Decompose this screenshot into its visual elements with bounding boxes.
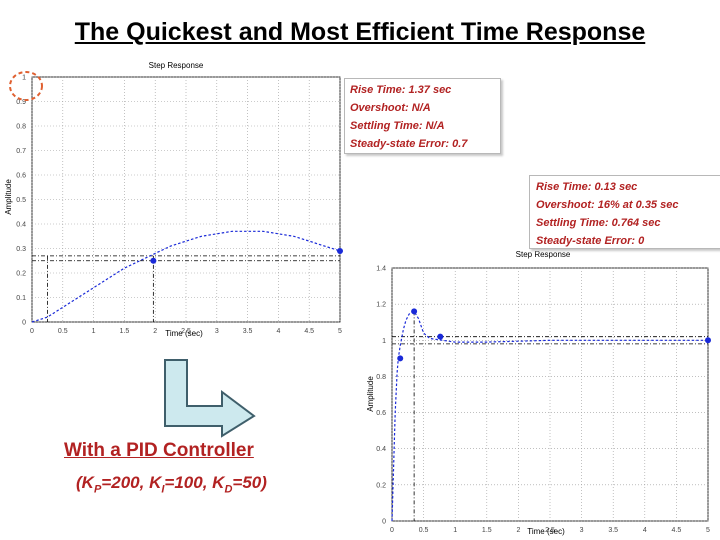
chart-data-marker [150,257,157,264]
x-tick-label: 1 [453,527,457,534]
x-tick-label: 2.5 [545,527,555,534]
y-tick-label: 0.2 [376,482,386,489]
kp-value: 200 [111,473,140,492]
kp-symbol: K [81,473,94,492]
chart-series-line [31,230,341,323]
chart-series-line [391,310,708,522]
ki-subscript: I [161,483,165,496]
x-tick-label: 0.5 [58,328,68,335]
kd-symbol: K [212,473,225,492]
x-tick-label: 0 [30,328,34,335]
y-tick-label: 0.8 [16,124,26,131]
y-tick-label: 0.4 [376,446,386,453]
kp-subscript: P [93,483,102,496]
step-response-plot-uncompensated: 0 0.5 1 1.5 2 2.5 3 3.5 4 4.5 5 0 0.1 0.2 0.3 0.4 0.5 0.6… [0,57,348,340]
x-tick-label: 1.5 [482,527,492,534]
highlight-circle [9,71,43,101]
x-tick-label: 4.5 [672,527,682,534]
y-tick-label: 0.7 [16,148,26,155]
x-tick-label: 5 [706,527,710,534]
y-tick-label: 0.3 [16,246,26,253]
rise-time-text: Rise Time: 0.13 sec [536,181,638,193]
chart-y-axis-label: Amplitude [366,376,375,412]
x-tick-label: 4 [643,527,647,534]
overshoot-text: Overshoot: 16% at 0.35 sec [536,199,679,211]
y-tick-label: 0 [22,320,26,327]
chart-data-marker [705,337,711,344]
y-tick-label: 1.2 [376,302,386,309]
settling-time-text: Settling Time: 0.764 sec [536,217,661,229]
x-tick-label: 3 [215,328,219,335]
x-tick-label: 3.5 [608,527,618,534]
bent-arrow-icon [164,359,256,438]
x-tick-label: 0 [390,527,394,534]
y-tick-label: 0.2 [16,271,26,278]
rise-time-text: Rise Time: 1.37 sec [350,84,452,96]
chart-data-marker [411,308,418,315]
chart-data-marker [337,247,343,254]
steady-state-error-text: Steady-state Error: 0.7 [350,138,468,150]
overshoot-text: Overshoot: N/A [350,102,431,114]
step-response-plot-pid: 0 0.5 1 1.5 2 2.5 3 3.5 4 4.5 5 0 0.2 0.4 0.6 0.8 1 1.2 1.… [353,244,720,540]
y-tick-label: 0 [382,519,386,526]
pid-controller-label: With a PID Controller [64,440,254,461]
chart-title: Step Response [516,250,571,259]
x-tick-label: 2.5 [181,328,191,335]
x-tick-label: 5 [338,328,342,335]
slide-title: The Quickest and Most Efficient Time Res… [74,18,646,46]
y-tick-label: 0.1 [16,295,26,302]
y-tick-label: 1 [382,338,386,345]
y-tick-label: 0.6 [16,173,26,180]
x-tick-label: 1.5 [120,328,130,335]
ki-value: 100 [174,473,203,492]
chart-x-axis-label: Time (sec) [165,329,203,338]
x-tick-label: 0.5 [419,527,429,534]
kd-value: 50 [242,473,262,492]
y-tick-label: 0.8 [376,374,386,381]
x-tick-label: 2 [153,328,157,335]
performance-summary-pid: Rise Time: 0.13 sec Overshoot: 16% at 0.… [529,175,720,249]
y-tick-label: 1 [22,75,26,82]
kd-subscript: D [224,483,233,496]
performance-summary-uncompensated: Rise Time: 1.37 sec Overshoot: N/A Settl… [344,78,501,154]
x-tick-label: 2 [516,527,520,534]
ki-symbol: K [149,473,162,492]
chart-y-axis-label: Amplitude [4,179,13,215]
chart-data-marker [437,333,444,340]
x-tick-label: 3 [580,527,584,534]
x-tick-label: 3.5 [243,328,253,335]
x-tick-label: 1 [92,328,96,335]
steady-state-error-text: Steady-state Error: 0 [536,235,645,247]
y-tick-label: 1.4 [376,266,386,273]
chart-title: Step Response [149,61,204,70]
x-tick-label: 4.5 [304,328,314,335]
settling-time-text: Settling Time: N/A [350,120,445,132]
y-tick-label: 0.9 [16,99,26,106]
y-tick-label: 0.5 [16,197,26,204]
chart-x-axis-label: Time (sec) [527,527,565,536]
y-tick-label: 0.4 [16,222,26,229]
x-tick-label: 4 [276,328,280,335]
chart-data-marker [397,355,404,362]
y-tick-label: 0.6 [376,410,386,417]
pid-gains-text: (KP=200, KI=100, KD=50) [76,473,267,496]
